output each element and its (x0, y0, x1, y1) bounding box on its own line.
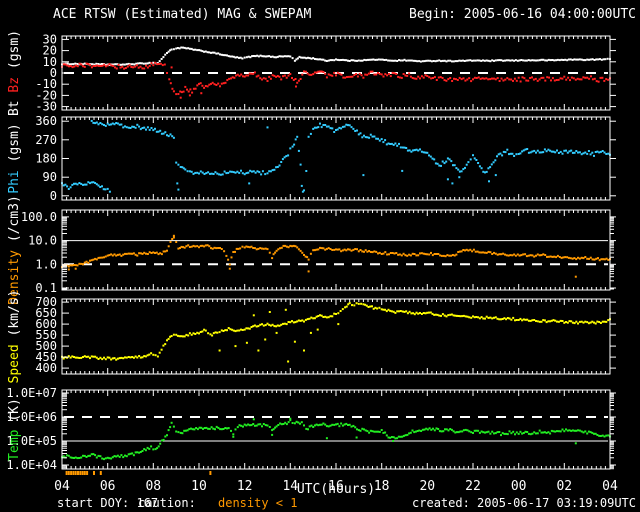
plot-title: ACE RTSW (Estimated) MAG & SWEPAM (53, 7, 312, 22)
x-tick-label: 12 (237, 479, 253, 494)
y-tick-label: 0.1 (35, 281, 57, 295)
x-tick-label: 04 (54, 479, 70, 494)
y-tick-label: 700 (35, 295, 57, 309)
caution-value: density < 1 (218, 496, 298, 510)
y-tick-label: 450 (35, 350, 57, 364)
y-tick-label: 10 (43, 55, 57, 69)
x-tick-label: 04 (602, 479, 618, 494)
y-tick-label: 600 (35, 317, 57, 331)
x-tick-label: 10 (191, 479, 207, 494)
y-tick-label: 180 (35, 152, 57, 166)
y-tick-label: 20 (43, 44, 57, 58)
series-density (61, 234, 611, 278)
series-phi (61, 119, 611, 193)
begin-timestamp: Begin: 2005-06-16 04:00:00UTC (409, 7, 636, 22)
y-tick-label: -20 (35, 88, 57, 102)
x-tick-label: 02 (556, 479, 572, 494)
x-tick-label: 08 (145, 479, 161, 494)
y-tick-label: 500 (35, 339, 57, 353)
start-doy-label: start DOY: 167 (57, 496, 159, 510)
x-ticks (61, 390, 611, 469)
y-tick-label: 1.0E+06 (6, 410, 57, 424)
panel-density: 100.0 10.0 1.0 0.1 Density (/cm3) (7, 195, 616, 305)
x-tick-label: 22 (465, 479, 481, 494)
y-tick-label: 1.0E+04 (6, 458, 57, 472)
y-tick-label: 360 (35, 114, 57, 128)
created-timestamp: created: 2005-06-17 03:19:09UTC (412, 496, 636, 510)
panel-frame (61, 389, 611, 470)
y-tick-label: 270 (35, 133, 57, 147)
x-tick-label: 16 (328, 479, 344, 494)
y-tick-label: 0 (50, 66, 57, 80)
x-ticks (61, 36, 611, 110)
series-bt (61, 46, 611, 66)
caution-label: caution: (138, 496, 196, 510)
panel-ylabel-bt-bz: Bt Bz (gsm) (7, 30, 22, 116)
y-tick-label: 1.0E+05 (6, 434, 57, 448)
x-axis-label: UTC(hours) (296, 482, 376, 497)
series-bz (61, 61, 611, 99)
x-ticks (61, 299, 611, 374)
panel-ylabel-density: Density (/cm3) (7, 195, 22, 305)
panel-ylabel-speed: Speed (km/s) (7, 290, 22, 384)
y-tick-label: -30 (35, 100, 57, 114)
panel-ylabel-temp: Temp (K) (7, 398, 22, 461)
y-tick-label: 100.0 (21, 210, 57, 224)
x-tick-label: 14 (282, 479, 298, 494)
panel-ylabel-phi: Phi (gsm) (7, 123, 22, 193)
y-tick-label: 90 (43, 170, 57, 184)
x-tick-label: 20 (419, 479, 435, 494)
x-ticks (61, 210, 611, 290)
caution-marks (65, 471, 212, 475)
x-tick-label: 00 (511, 479, 527, 494)
y-tick-label: 1.0E+07 (6, 386, 57, 400)
panel-phi: 360 270 180 90 0 Phi (gsm) (7, 114, 616, 203)
y-tick-label: -10 (35, 77, 57, 91)
y-tick-label: 10.0 (28, 234, 57, 248)
x-tick-label: 18 (374, 479, 390, 494)
x-tick-label: 06 (100, 479, 116, 494)
y-tick-label: 650 (35, 306, 57, 320)
y-tick-label: 30 (43, 32, 57, 46)
y-tick-label: 400 (35, 361, 57, 375)
y-tick-label: 550 (35, 328, 57, 342)
y-tick-label: 0 (50, 189, 57, 203)
series-speed (61, 302, 611, 363)
series-temp (61, 417, 611, 461)
y-tick-label: 1.0 (35, 257, 57, 271)
x-ticks (61, 117, 611, 200)
panel-frame (61, 298, 611, 375)
